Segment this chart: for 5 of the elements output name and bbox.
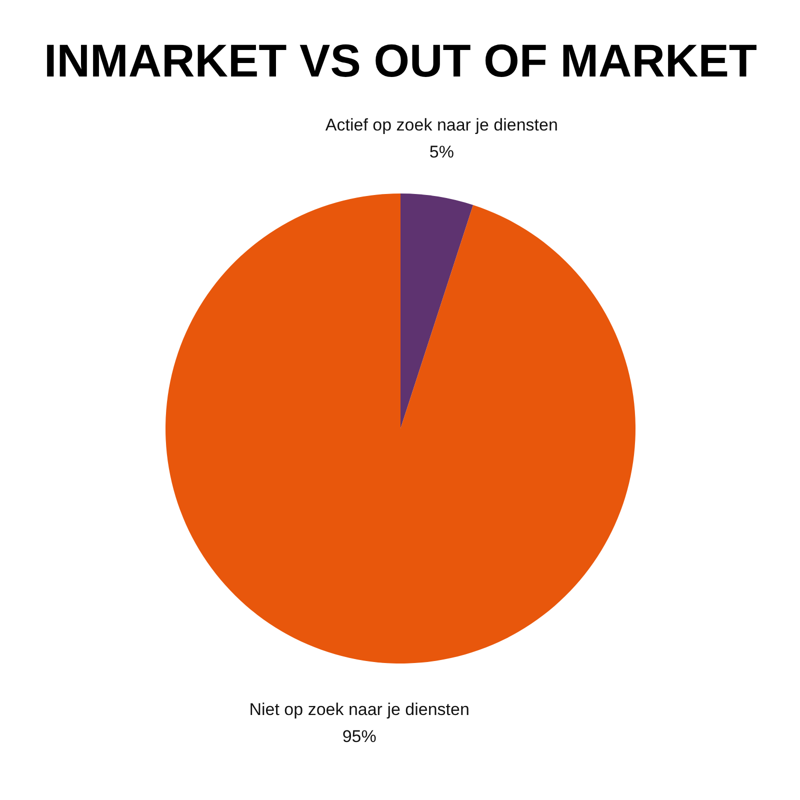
- chart-title: INMARKET VS OUT OF MARKET: [44, 34, 757, 86]
- data-label: 95%: [342, 727, 376, 746]
- slice-label: Niet op zoek naar je diensten: [249, 700, 470, 720]
- slice-label: Actief op zoek naar je diensten: [325, 115, 558, 134]
- data-label: 5%: [429, 142, 454, 162]
